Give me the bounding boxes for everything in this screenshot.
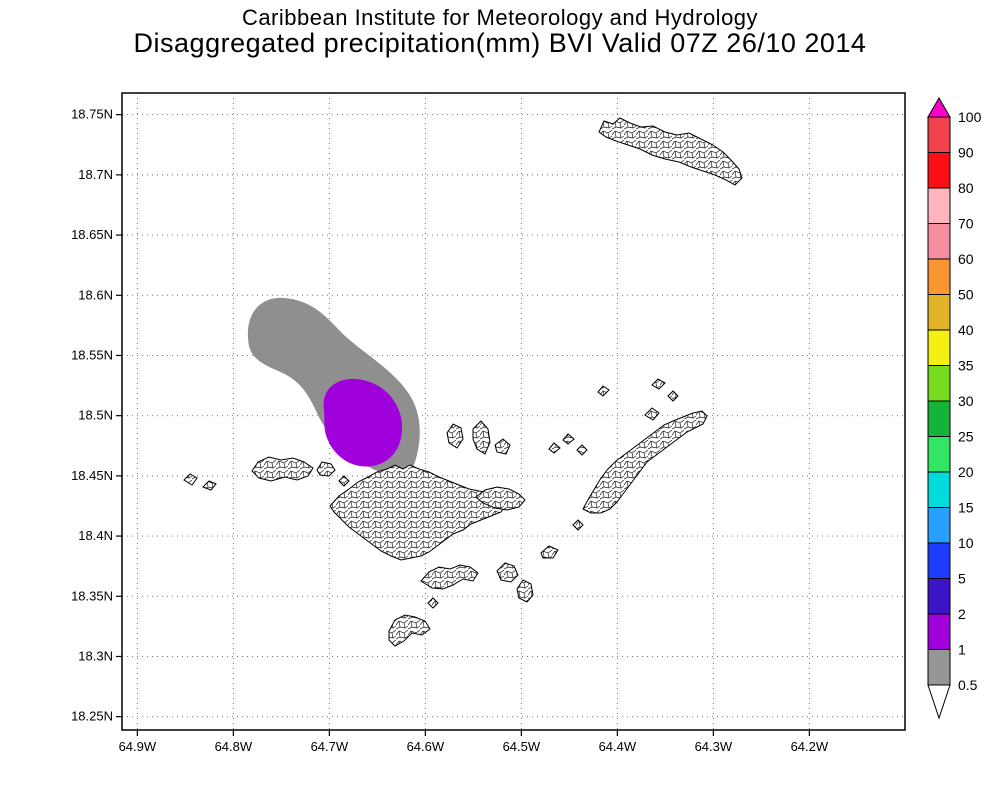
colorbar-band — [928, 579, 950, 615]
colorbar-label: 0.5 — [958, 677, 978, 693]
colorbar-label: 20 — [958, 464, 974, 480]
island-virgin-gorda — [583, 411, 707, 513]
lon-tick-label: 64.7W — [311, 739, 349, 754]
island-pelican — [428, 598, 438, 608]
lat-tick-label: 18.7N — [78, 167, 113, 182]
lat-tick-label: 18.35N — [71, 588, 113, 603]
colorbar-label: 80 — [958, 180, 974, 196]
map-canvas: 18.75N 18.7N 18.65N 18.6N 18.55N 18.5N 18.45N 1… — [0, 0, 1000, 800]
island-guana — [447, 424, 463, 448]
precipitation-map-screen: Caribbean Institute for Meteorology and … — [0, 0, 1000, 800]
island-small-cay-north — [598, 386, 609, 396]
lat-tick-label: 18.5N — [78, 408, 113, 423]
colorbar-band — [928, 472, 950, 508]
island-west-dog — [563, 434, 574, 444]
colorbar-label: 60 — [958, 251, 974, 267]
lon-tick-label: 64.6W — [407, 739, 445, 754]
island-ginger — [541, 546, 558, 558]
colorbar-label: 25 — [958, 429, 974, 445]
lon-tick-label: 64.5W — [503, 739, 541, 754]
colorbar-label: 15 — [958, 500, 974, 516]
colorbar-band — [928, 543, 950, 579]
lon-tick-label: 64.3W — [695, 739, 733, 754]
island-necker — [652, 379, 665, 389]
lat-tick-label: 18.55N — [71, 347, 113, 362]
island-norman — [389, 615, 430, 646]
lat-tick-label: 18.75N — [71, 107, 113, 122]
colorbar-label: 1 — [958, 642, 966, 658]
colorbar-band — [928, 117, 950, 153]
plot-frame — [122, 93, 905, 730]
colorbar-band — [928, 330, 950, 366]
colorbar-label: 5 — [958, 571, 966, 587]
island-great-camanoe — [473, 421, 490, 454]
colorbar-band — [928, 259, 950, 295]
colorbar-band — [928, 508, 950, 544]
colorbar-label: 30 — [958, 393, 974, 409]
colorbar-band — [928, 224, 950, 260]
island-great-dog — [549, 443, 560, 453]
grid-lines — [122, 93, 905, 730]
colorbar-bottom-arrow — [928, 685, 950, 718]
lon-tick-label: 64.4W — [599, 739, 637, 754]
lat-tick-label: 18.6N — [78, 287, 113, 302]
colorbar-band — [928, 614, 950, 650]
island-west-cay-2 — [203, 481, 216, 490]
lat-tick-label: 18.45N — [71, 468, 113, 483]
lon-tick-label: 64.2W — [791, 739, 829, 754]
colorbar-band — [928, 188, 950, 224]
lat-tick-label: 18.25N — [71, 709, 113, 724]
colorbar-band — [928, 366, 950, 402]
colorbar-label: 50 — [958, 287, 974, 303]
island-cooper — [517, 580, 533, 602]
island-salt — [497, 563, 518, 582]
lat-tick-label: 18.65N — [71, 227, 113, 242]
island-george-dog — [577, 445, 587, 455]
colorbar-band — [928, 295, 950, 331]
lon-tick-label: 64.9W — [119, 739, 157, 754]
colorbar-label: 2 — [958, 606, 966, 622]
colorbar-label: 40 — [958, 322, 974, 338]
colorbar-band — [928, 401, 950, 437]
colorbar-band — [928, 650, 950, 686]
island-scrub — [495, 439, 510, 454]
island-fallen-jerusalem — [573, 520, 583, 530]
island-prickly-pear — [645, 408, 659, 420]
island-tortola — [330, 465, 507, 560]
colorbar-label: 70 — [958, 216, 974, 232]
lat-tick-label: 18.4N — [78, 528, 113, 543]
colorbar-label: 90 — [958, 145, 974, 161]
island-west-cay-1 — [184, 474, 197, 485]
island-green-cay — [339, 476, 349, 486]
colorbar-label: 10 — [958, 535, 974, 551]
island-eustatia — [668, 391, 678, 401]
island-anegada — [599, 118, 742, 185]
island-outlines — [184, 118, 742, 646]
island-peter — [421, 565, 478, 589]
island-jost-van-dyke — [252, 457, 313, 481]
colorbar-band — [928, 153, 950, 189]
island-little-jost-van-dyke — [317, 462, 335, 476]
colorbar-label: 100 — [958, 109, 982, 125]
lon-tick-label: 64.8W — [215, 739, 253, 754]
colorbar-top-arrow — [928, 98, 950, 117]
precipitation-overlay — [248, 298, 420, 473]
lat-tick-label: 18.3N — [78, 648, 113, 663]
colorbar-band — [928, 437, 950, 473]
colorbar-label: 35 — [958, 358, 974, 374]
colorbar: 100 90 80 70 60 50 40 35 30 25 20 15 10 5 2 1 0.5 — [928, 98, 982, 718]
